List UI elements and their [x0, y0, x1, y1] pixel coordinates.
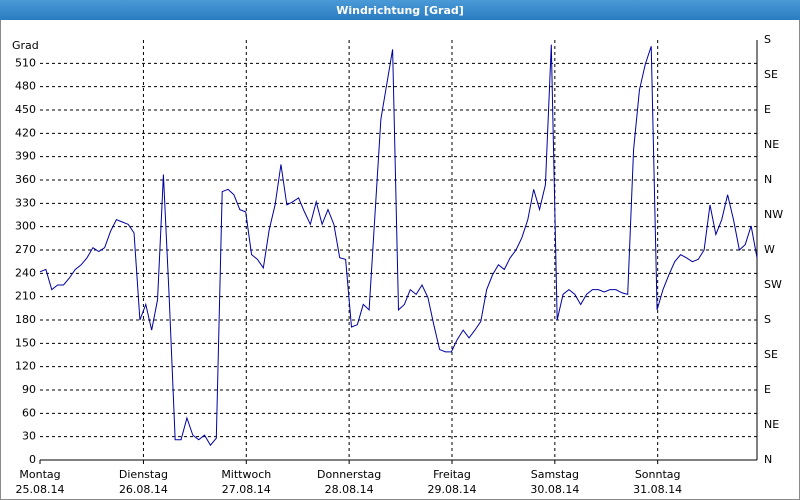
y-tick-label: 330 — [15, 196, 36, 209]
x-tick-date: 25.08.14 — [16, 483, 65, 496]
chart-title: Windrichtung [Grad] — [336, 4, 464, 17]
y2-tick-label: SE — [764, 348, 778, 361]
y2-tick-label: S — [764, 313, 771, 326]
y-tick-label: 180 — [15, 313, 36, 326]
y-tick-label: 390 — [15, 150, 36, 163]
y2-tick-label: NE — [764, 138, 779, 151]
y-tick-label: 0 — [29, 453, 36, 466]
x-tick-date: 30.08.14 — [530, 483, 579, 496]
y-tick-label: 300 — [15, 220, 36, 233]
y-tick-label: 510 — [15, 56, 36, 69]
x-tick-date: 26.08.14 — [119, 483, 168, 496]
y-tick-label: 120 — [15, 360, 36, 373]
y-tick-label: 480 — [15, 80, 36, 93]
y-tick-label: 420 — [15, 126, 36, 139]
y2-tick-label: N — [764, 453, 772, 466]
y2-tick-label: SE — [764, 68, 778, 81]
y2-tick-label: E — [764, 103, 771, 116]
y2-tick-label: E — [764, 383, 771, 396]
y2-tick-label: NE — [764, 418, 779, 431]
y-tick-label: 210 — [15, 290, 36, 303]
y-tick-label: 90 — [22, 383, 36, 396]
x-tick-label: Mittwoch — [221, 468, 271, 481]
x-tick-date: 27.08.14 — [222, 483, 271, 496]
title-bar — [0, 0, 800, 20]
x-tick-date: 28.08.14 — [325, 483, 374, 496]
x-tick-label: Donnerstag — [317, 468, 381, 481]
y2-tick-label: W — [764, 243, 775, 256]
y-tick-label: 270 — [15, 243, 36, 256]
y2-tick-label: SW — [764, 278, 782, 291]
x-tick-label: Dienstag — [119, 468, 168, 481]
x-tick-label: Freitag — [433, 468, 471, 481]
x-tick-date: 31.08.14 — [633, 483, 682, 496]
y2-tick-label: N — [764, 173, 772, 186]
data-line — [39, 44, 758, 447]
x-tick-label: Samstag — [531, 468, 579, 481]
y-tick-label: 150 — [15, 336, 36, 349]
x-tick-label: Sonntag — [635, 468, 681, 481]
y-tick-label: 60 — [22, 406, 36, 419]
y-tick-label: 450 — [15, 103, 36, 116]
y-tick-label: 240 — [15, 266, 36, 279]
x-tick-date: 29.08.14 — [427, 483, 476, 496]
y-axis-label: Grad — [12, 39, 39, 52]
y2-tick-label: NW — [764, 208, 783, 221]
y-tick-label: 360 — [15, 173, 36, 186]
y2-tick-label: S — [764, 33, 771, 46]
x-tick-label: Montag — [19, 468, 60, 481]
y-tick-label: 30 — [22, 430, 36, 443]
